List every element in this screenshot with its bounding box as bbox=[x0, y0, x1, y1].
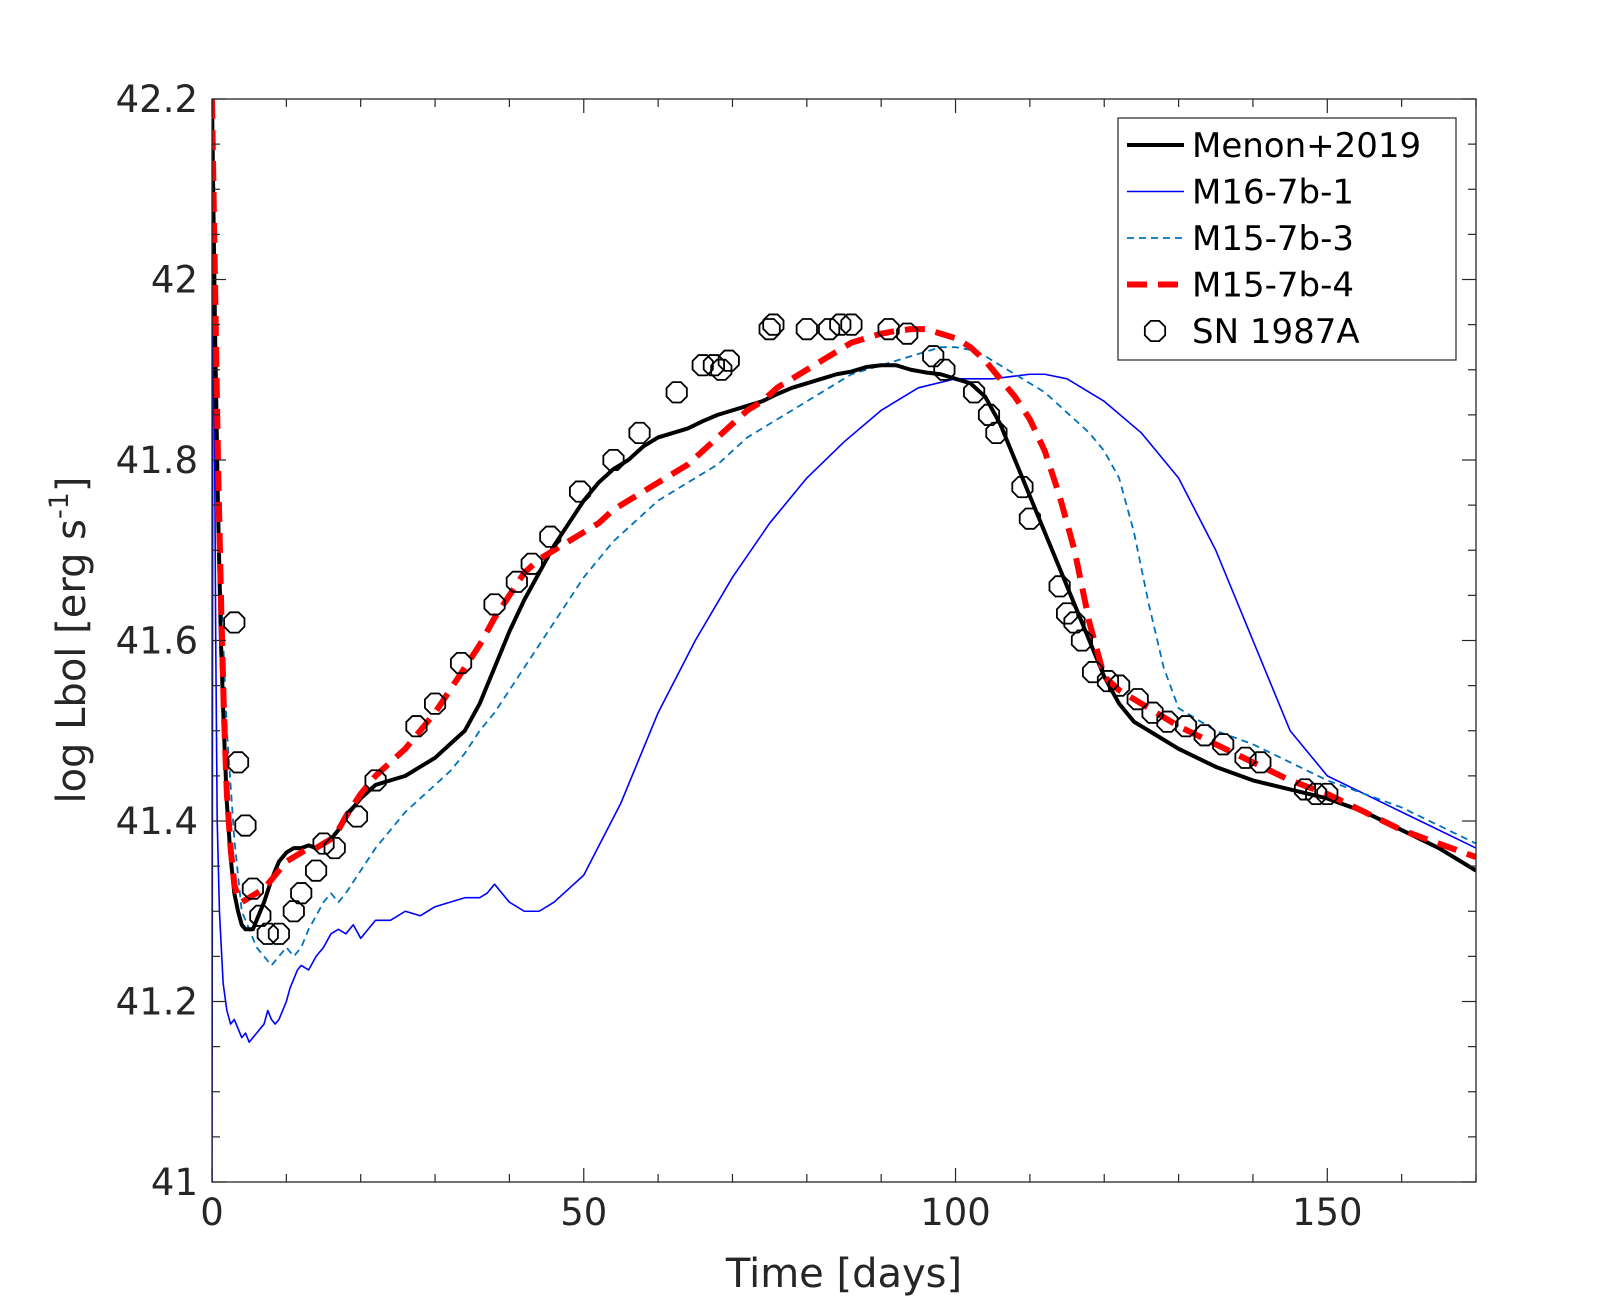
data-point-sn1987a bbox=[628, 421, 651, 444]
data-point-sn1987a bbox=[762, 313, 785, 336]
data-point-sn1987a bbox=[1056, 602, 1079, 625]
series-line-m15-7b-4 bbox=[212, 99, 1476, 906]
data-point-sn1987a bbox=[505, 570, 528, 593]
data-point-sn1987a bbox=[758, 318, 781, 341]
x-axis-label: Time [days] bbox=[725, 1251, 962, 1297]
data-point-sn1987a bbox=[795, 318, 818, 341]
data-point-sn1987a bbox=[985, 421, 1008, 444]
y-tick-label: 41.6 bbox=[116, 620, 198, 663]
data-point-sn1987a bbox=[1070, 629, 1093, 652]
legend: Menon+2019 M16-7b-1 M15-7b-3 M15-7b-4 SN 198… bbox=[1117, 117, 1457, 361]
legend-label-sn-1987a: SN 1987A bbox=[1192, 312, 1360, 352]
data-point-sn1987a bbox=[539, 525, 562, 548]
data-point-sn1987a bbox=[665, 381, 688, 404]
data-point-sn1987a bbox=[1305, 782, 1328, 805]
data-point-sn1987a bbox=[602, 448, 625, 472]
data-point-sn1987a bbox=[1082, 661, 1105, 684]
y-axis-label-main: log Lbol [erg s bbox=[49, 519, 95, 804]
series-line-m15-7b-3 bbox=[212, 99, 1476, 967]
data-point-sn1987a bbox=[1174, 715, 1198, 738]
data-point-sn1987a bbox=[877, 318, 900, 341]
data-point-sn1987a bbox=[305, 859, 328, 882]
series-sn-1987a-markers bbox=[223, 313, 1339, 945]
y-tick-label: 41.2 bbox=[116, 981, 198, 1024]
data-point-sn1987a bbox=[1156, 710, 1179, 733]
data-point-sn1987a bbox=[1234, 746, 1257, 769]
data-point-sn1987a bbox=[323, 837, 346, 860]
data-point-sn1987a bbox=[450, 652, 473, 675]
data-point-sn1987a bbox=[1249, 751, 1272, 774]
data-point-sn1987a bbox=[1193, 724, 1216, 747]
data-point-sn1987a bbox=[717, 349, 740, 372]
data-point-sn1987a bbox=[256, 922, 279, 945]
data-point-sn1987a bbox=[282, 900, 305, 923]
data-point-sn1987a bbox=[1108, 674, 1131, 697]
y-tick-label: 41 bbox=[151, 1161, 198, 1204]
data-point-sn1987a bbox=[829, 313, 852, 336]
data-point-sn1987a bbox=[364, 769, 387, 792]
data-point-sn1987a bbox=[840, 313, 863, 336]
data-point-sn1987a bbox=[405, 715, 428, 738]
data-point-sn1987a bbox=[1048, 575, 1071, 598]
data-point-sn1987a bbox=[818, 318, 841, 341]
data-point-sn1987a bbox=[345, 805, 369, 828]
y-tick-label: 41.4 bbox=[116, 800, 198, 843]
x-tick-label: 0 bbox=[200, 1191, 224, 1234]
y-tick-label: 42 bbox=[151, 259, 198, 302]
data-point-sn1987a bbox=[290, 882, 313, 905]
data-point-sn1987a bbox=[223, 611, 246, 634]
legend-label-m15-7b-3: M15-7b-3 bbox=[1192, 219, 1354, 259]
data-point-sn1987a bbox=[568, 480, 592, 503]
data-point-sn1987a bbox=[933, 358, 956, 381]
data-point-sn1987a bbox=[1126, 688, 1149, 711]
data-point-sn1987a bbox=[267, 922, 290, 945]
y-tick-label: 42.2 bbox=[116, 78, 198, 121]
series-layer bbox=[212, 99, 1476, 1182]
data-point-sn1987a bbox=[226, 751, 250, 774]
data-point-sn1987a bbox=[520, 552, 543, 575]
data-point-sn1987a bbox=[691, 354, 714, 377]
x-tick-label: 150 bbox=[1292, 1191, 1363, 1234]
axes-layer: 0 50 100 150 41 41.2 41.4 41.6 41.8 42 42.2 bbox=[116, 78, 1477, 1234]
data-point-sn1987a bbox=[423, 692, 447, 715]
legend-label-m15-7b-4: M15-7b-4 bbox=[1192, 266, 1354, 306]
y-tick-label: 41.8 bbox=[116, 439, 198, 482]
data-point-sn1987a bbox=[1011, 476, 1034, 499]
x-tick-label: 100 bbox=[920, 1191, 991, 1234]
data-point-sn1987a bbox=[710, 358, 733, 381]
data-point-sn1987a bbox=[963, 381, 986, 404]
legend-label-m16-7b-1: M16-7b-1 bbox=[1192, 173, 1354, 213]
x-tick-label: 50 bbox=[560, 1191, 607, 1234]
data-point-sn1987a bbox=[1141, 701, 1164, 724]
series-line-m16-7b-1 bbox=[212, 99, 1476, 1182]
data-point-sn1987a bbox=[241, 877, 264, 900]
data-point-sn1987a bbox=[1018, 507, 1041, 530]
data-point-sn1987a bbox=[896, 322, 919, 345]
data-point-sn1987a bbox=[234, 814, 257, 837]
legend-marker-sn-1987a bbox=[1143, 319, 1167, 343]
data-point-sn1987a bbox=[1212, 733, 1235, 756]
y-axis-label-superscript: -1 bbox=[44, 492, 75, 519]
y-axis-label-close: ] bbox=[49, 476, 95, 492]
legend-label-menon-2019: Menon+2019 bbox=[1192, 126, 1421, 166]
legend-box bbox=[1117, 117, 1457, 361]
y-axis-label: log Lbol [erg s-1] bbox=[44, 476, 95, 803]
data-point-sn1987a bbox=[483, 593, 506, 616]
data-point-sn1987a bbox=[1316, 782, 1339, 805]
